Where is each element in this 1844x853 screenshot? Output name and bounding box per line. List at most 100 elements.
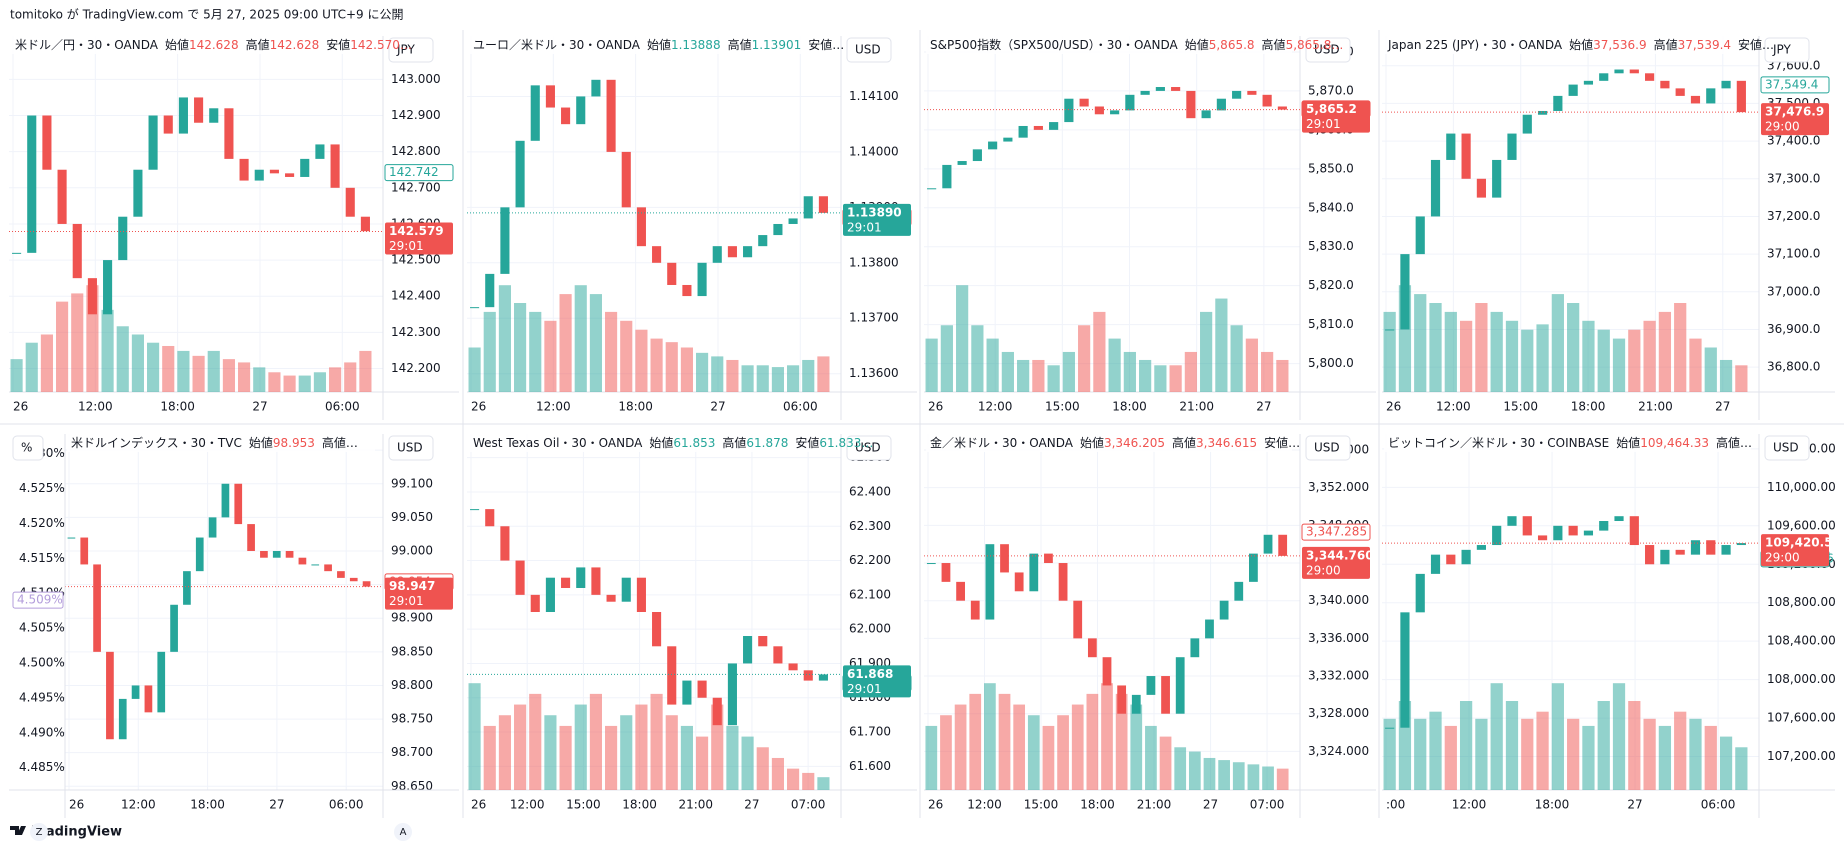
last-price-label: 142.579: [389, 224, 444, 238]
volume-bar: [1027, 715, 1040, 790]
unit-badge: [12, 435, 44, 461]
x-tick-label: 26: [471, 798, 486, 812]
volume-bar: [1215, 298, 1228, 392]
volume-bar: [71, 293, 84, 392]
candle: [1014, 572, 1024, 592]
candle: [1415, 216, 1425, 255]
candle: [1706, 540, 1716, 555]
y-tick-label: 142.200: [391, 361, 441, 375]
scale-button[interactable]: [394, 823, 412, 841]
volume-bar: [559, 294, 572, 392]
last-price-label: 98.947: [389, 579, 435, 593]
candle: [818, 196, 828, 213]
y-tick-label: 98.900: [391, 611, 433, 625]
candle: [1171, 87, 1181, 91]
y-tick-label: 62.300: [849, 519, 891, 533]
candle: [591, 79, 601, 97]
left-y-tick-label: 4.495%: [19, 690, 65, 704]
x-tick-label: 07:00: [1250, 798, 1285, 812]
currency-badge: [1764, 37, 1810, 63]
candle: [1629, 69, 1639, 74]
volume-bar: [756, 747, 769, 790]
stat-value: 142.628: [270, 38, 320, 52]
volume-bar: [680, 725, 693, 790]
x-tick-label: 06:00: [325, 400, 360, 414]
currency-label: USD: [855, 43, 881, 57]
volume-bar: [925, 338, 938, 392]
y-tick-label: 1.13800: [849, 255, 899, 269]
volume-bar: [1414, 294, 1427, 392]
candle: [1385, 329, 1395, 331]
volume-bar: [1735, 747, 1748, 790]
y-tick-label: 3,324.000: [1308, 744, 1369, 758]
candle: [1553, 95, 1563, 111]
volume-bar: [192, 355, 205, 392]
x-tick-label: 21:00: [1137, 798, 1172, 812]
candle: [788, 218, 798, 224]
candle: [1690, 95, 1701, 104]
currency-label: USD: [855, 441, 881, 455]
candle: [576, 567, 586, 588]
scale-button[interactable]: [30, 823, 48, 841]
volume-bar: [1001, 351, 1014, 392]
volume-bar: [1628, 701, 1641, 790]
candle: [485, 509, 495, 527]
candle: [1706, 88, 1716, 104]
candle: [285, 173, 295, 177]
volume-bar: [1276, 768, 1289, 790]
candle: [1736, 80, 1746, 113]
title-backdrop: [469, 36, 833, 54]
volume-bar: [1444, 311, 1457, 392]
candle: [1175, 657, 1185, 714]
candle: [118, 698, 127, 740]
candle: [743, 636, 753, 664]
volume-bar: [1169, 365, 1182, 392]
candle: [652, 246, 662, 263]
candle: [485, 273, 495, 308]
x-tick-label: 15:00: [1503, 400, 1538, 414]
y-tick-label: 99.000: [391, 543, 433, 557]
stat-value: 5,865.8: [1209, 38, 1255, 52]
candle: [1278, 534, 1288, 556]
volume-bar: [1674, 303, 1687, 392]
title-backdrop: [67, 434, 375, 452]
volume-bar: [741, 736, 754, 790]
volume-bar: [1551, 683, 1564, 790]
volume-bar: [1230, 325, 1243, 392]
stat-name: 高値: [1262, 37, 1286, 52]
y-tick-label: 108,800.00: [1767, 595, 1836, 609]
countdown-label: 29:01: [1306, 117, 1341, 131]
candle: [1568, 525, 1578, 536]
y-tick-label: 36,900.0: [1767, 322, 1820, 336]
volume-bar: [1567, 303, 1580, 392]
candle: [470, 509, 480, 511]
volume-bar: [1735, 365, 1748, 392]
y-tick-label: 1.13700: [849, 311, 899, 325]
volume-bar: [483, 311, 496, 392]
x-tick-label: 27: [269, 798, 284, 812]
x-tick-label: 15:00: [566, 798, 601, 812]
candle: [1262, 94, 1272, 107]
candle: [1049, 122, 1059, 130]
volume-bar: [177, 350, 190, 392]
volume-bar: [1567, 718, 1580, 790]
x-tick-label: 18:00: [1535, 798, 1570, 812]
last-price-label: 3,344.760: [1306, 548, 1374, 562]
volume-bar: [696, 352, 709, 392]
volume-bar: [253, 367, 266, 392]
candle: [1400, 254, 1410, 330]
y-tick-label: 107,600.00: [1767, 711, 1836, 725]
y-tick-label: 61.600: [849, 759, 891, 773]
candle: [1660, 549, 1670, 565]
candle: [1415, 573, 1425, 613]
candle: [1201, 110, 1211, 119]
candle: [803, 196, 813, 219]
y-tick-label: 98.700: [391, 745, 433, 759]
stat-name: 始値: [647, 37, 671, 52]
volume-bar: [268, 372, 281, 392]
candle: [561, 107, 571, 125]
candle: [118, 216, 128, 261]
candle: [80, 537, 89, 565]
candle: [183, 571, 191, 605]
candle: [697, 262, 707, 297]
